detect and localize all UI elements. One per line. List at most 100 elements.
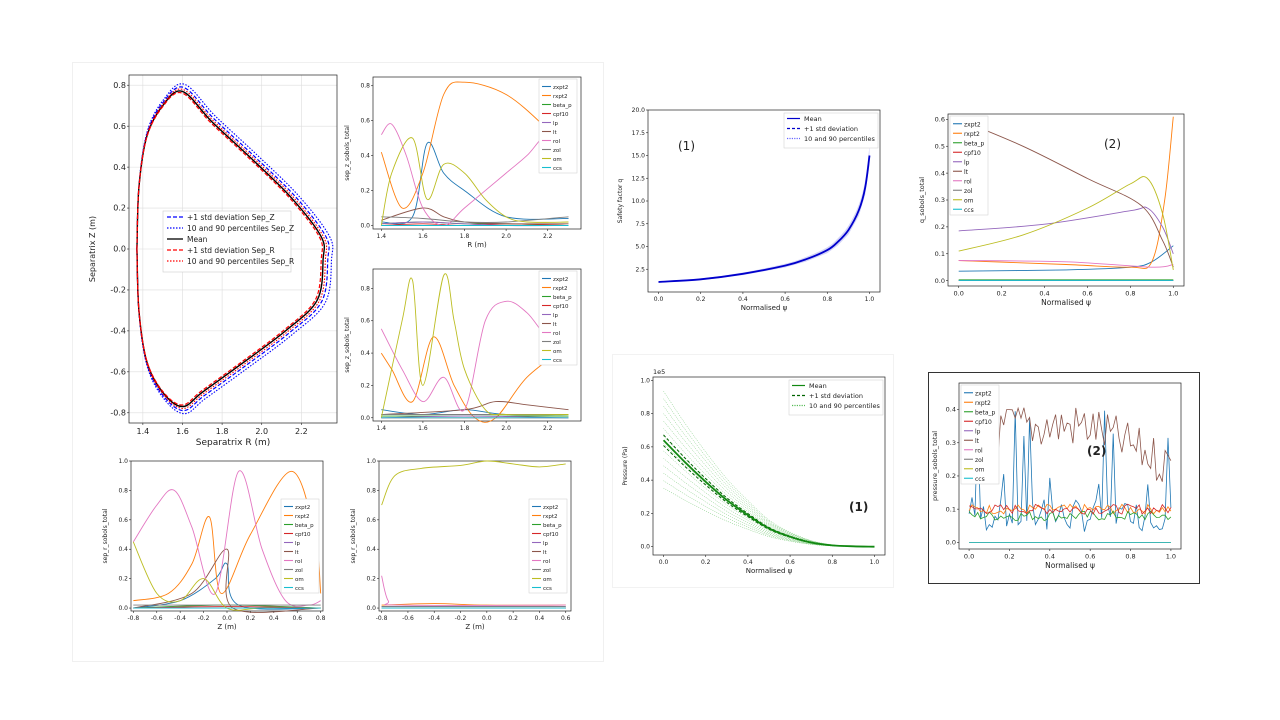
x-axis-label: Normalised ψ	[741, 304, 788, 312]
x-axis-label: Z (m)	[217, 623, 237, 631]
series-line-om	[958, 176, 1174, 270]
sep-r-sobol-plot-2: -0.8 -0.6 -0.4 -0.2 0.0 0.2 0.4 0.6 0.0 0.2 0.4 0.6…	[350, 458, 572, 631]
y-axis-label: Pressure (Pa)	[622, 446, 629, 485]
sep-z-std-line	[136, 86, 330, 412]
legend-label: 10 and 90 percentiles	[809, 402, 880, 410]
legend-label-ccs: ccs	[543, 586, 552, 592]
y-tick-label: 0.8	[118, 487, 128, 494]
y-tick-label: 20.0	[632, 107, 646, 114]
legend-label-zxpt2: zxpt2	[543, 505, 558, 511]
legend-label-lp: lp	[975, 428, 981, 435]
legend-label-lt: lt	[543, 550, 548, 556]
x-tick-label: 1.0	[1168, 290, 1178, 298]
series-line-rol	[380, 123, 569, 226]
y-tick-label: 0.2	[366, 576, 376, 583]
y-tick-label: 0.2	[118, 576, 128, 583]
legend-label-zxpt2: zxpt2	[975, 390, 992, 397]
legend-label-rxpt2: rxpt2	[295, 514, 310, 520]
plot-frame	[372, 76, 582, 230]
y-tick-label: 0.4	[946, 406, 956, 414]
legend-label: +1 std deviation	[804, 125, 858, 133]
y-axis-label: q_sobols_total	[918, 177, 926, 223]
y-tick-label: 5.0	[635, 244, 645, 251]
y-axis-label: sep_r_sobols_total	[350, 508, 357, 563]
x-tick-label: 1.6	[418, 233, 428, 240]
x-tick-label: 0.0	[222, 615, 232, 622]
x-tick-label: 0.8	[1125, 553, 1135, 561]
percentile-line	[663, 450, 875, 547]
pressure-sobol-panel: 0.0 0.2 0.4 0.6 0.8 1.0 0.0 0.1 0.2 0.3 0.4 Normali…	[928, 372, 1200, 584]
x-tick-label: 1.0	[865, 296, 875, 303]
y-tick-label: 0.0	[118, 605, 128, 612]
x-axis-label: Normalised ψ	[1045, 561, 1095, 570]
pressure-panel: 0.0 0.2 0.4 0.6 0.8 1.0 0.0 0.2 0.4 0.6 0.8 1.0 Norm…	[612, 354, 894, 588]
series-line-lt	[381, 207, 569, 225]
legend-label-cpf10: cpf10	[553, 112, 569, 118]
legend-label-om: om	[975, 466, 985, 473]
x-axis-label: Separatrix R (m)	[196, 438, 271, 448]
y-tick-label: 0.8	[360, 83, 370, 90]
y-tick-label: 0.4	[360, 350, 370, 357]
x-axis-label: Normalised ψ	[1041, 298, 1091, 307]
y-tick-label: 0.4	[640, 477, 650, 484]
legend-label-zxpt2: zxpt2	[295, 505, 310, 511]
legend-box	[949, 115, 989, 216]
x-tick-label: 0.8	[1125, 290, 1135, 298]
legend-label-lt: lt	[975, 438, 980, 445]
legend-label-cpf10: cpf10	[964, 150, 981, 157]
legend-label-rxpt2: rxpt2	[553, 286, 568, 292]
x-axis-label: Normalised ψ	[746, 567, 793, 575]
series-line-lt	[133, 548, 321, 613]
series-line-om	[380, 273, 569, 418]
y-tick-label: 1.0	[118, 458, 128, 465]
legend-label-rxpt2: rxpt2	[964, 131, 980, 138]
y-tick-label: 0.1	[935, 250, 945, 258]
y-tick-label: 0.0	[946, 539, 956, 547]
annotation-label: (1)	[849, 500, 868, 514]
series-line-rol	[381, 575, 566, 606]
legend-label-beta_p: beta_p	[543, 523, 562, 529]
y-tick-label: 10.0	[632, 198, 646, 205]
x-tick-label: 0.2	[1004, 553, 1014, 561]
x-tick-label: 0.6	[1082, 290, 1092, 298]
y-tick-label: 0.0	[366, 605, 376, 612]
y-tick-label: 0.4	[935, 169, 945, 177]
left-figure-group: 1.4 1.6 1.8 2.0 2.2 -0.8 -0.6 -0.4 -0.2 0.0 0.2 0.4…	[72, 62, 604, 662]
legend-label-zol: zol	[975, 457, 984, 464]
y-tick-label: 0.8	[640, 411, 650, 418]
separatrix-plot: 1.4 1.6 1.8 2.0 2.2 -0.8 -0.6 -0.4 -0.2 0.0 0.2 0.4…	[88, 74, 338, 448]
legend-label-beta_p: beta_p	[553, 295, 572, 301]
y-tick-label: 0.1	[946, 505, 956, 513]
x-tick-label: 0.6	[561, 615, 571, 622]
legend-label-lp: lp	[295, 541, 301, 547]
y-tick-label: 0.2	[946, 472, 956, 480]
y-tick-label: 0.4	[113, 163, 126, 172]
x-tick-label: 1.8	[460, 425, 470, 432]
x-axis-label: Z (m)	[465, 623, 485, 631]
left-figure-svg: 1.4 1.6 1.8 2.0 2.2 -0.8 -0.6 -0.4 -0.2 0.0 0.2 0.4…	[88, 74, 582, 631]
x-tick-label: 2.2	[543, 425, 553, 432]
series-line-om	[381, 460, 566, 506]
x-tick-label: -0.6	[151, 615, 163, 622]
sep-r-sobol-plot-1: -0.8 -0.6 -0.4 -0.2 0.0 0.2 0.4 0.6 0.8 0.0 0.2 0.4…	[102, 458, 326, 631]
y-tick-label: 0.6	[360, 318, 370, 325]
y-tick-label: -0.8	[110, 408, 126, 417]
percentile-line	[663, 405, 875, 547]
legend-label-zxpt2: zxpt2	[553, 85, 568, 91]
x-tick-label: 0.0	[482, 615, 492, 622]
legend-label-om: om	[543, 577, 552, 583]
percentile-line	[663, 465, 875, 547]
y-tick-label: 15.0	[632, 153, 646, 160]
legend-label-zol: zol	[295, 568, 303, 574]
x-tick-label: 2.0	[501, 233, 511, 240]
x-tick-label: 0.2	[701, 559, 711, 566]
y-tick-label: 0.8	[360, 285, 370, 292]
series-line-lt	[968, 406, 1172, 482]
y-tick-label: 0.3	[935, 196, 945, 204]
legend-label: +1 std deviation	[809, 392, 863, 400]
x-tick-label: 1.0	[870, 559, 880, 566]
legend-label-cpf10: cpf10	[553, 304, 569, 310]
y-tick-label: 0.6	[366, 517, 376, 524]
legend-label: +1 std deviation Sep_Z	[187, 213, 275, 222]
pressure-plot: 0.0 0.2 0.4 0.6 0.8 1.0 0.0 0.2 0.4 0.6 0.8 1.0 Norm…	[622, 368, 886, 575]
